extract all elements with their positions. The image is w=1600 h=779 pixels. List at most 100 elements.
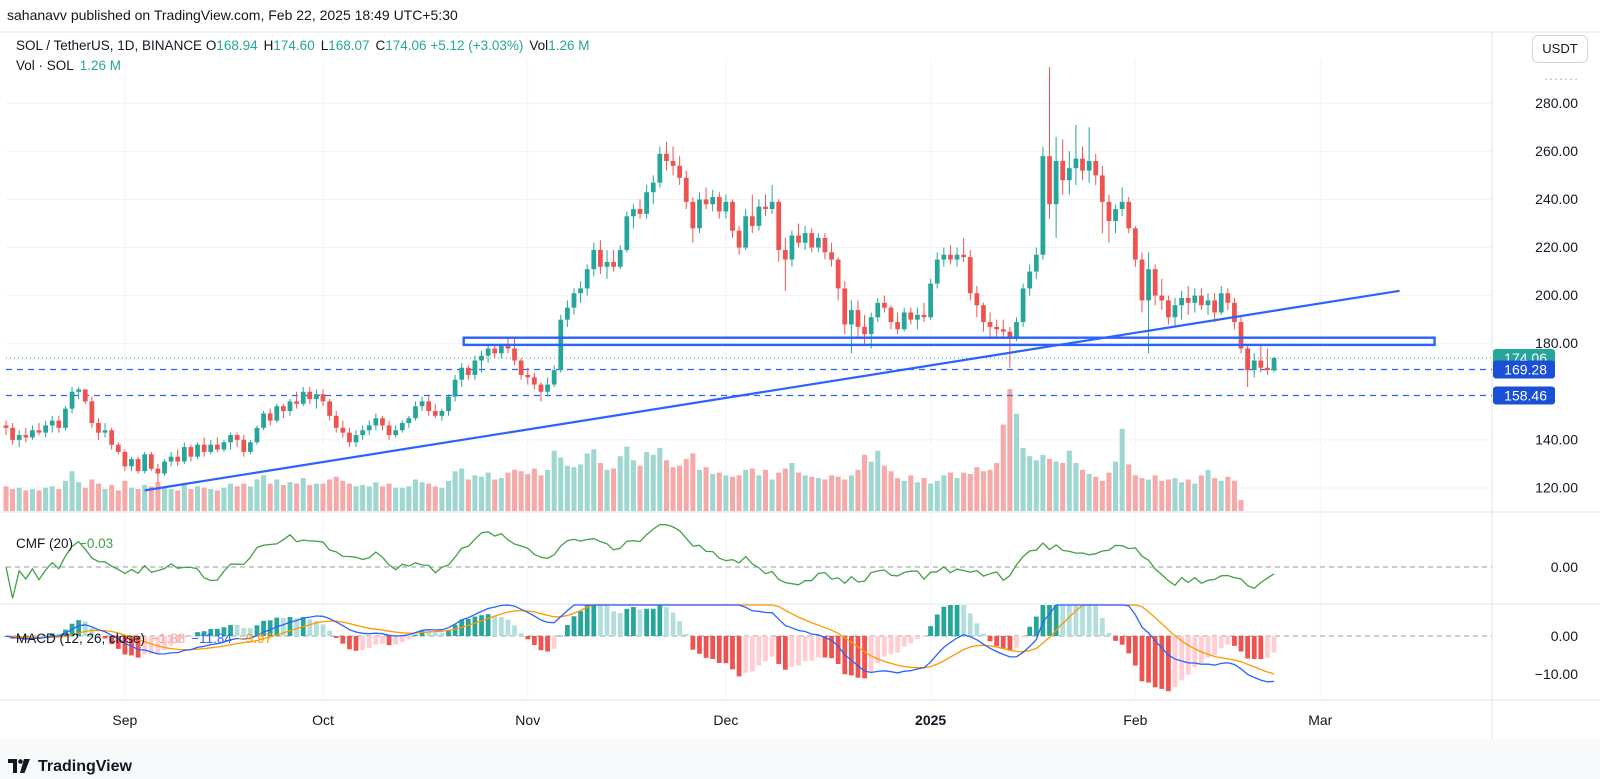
volume-bar bbox=[881, 465, 887, 511]
candle-body bbox=[1159, 295, 1165, 301]
macd-legend[interactable]: MACD (12, 26, close) −1.88 −11.84 −9.97 bbox=[16, 631, 272, 646]
macd-histogram-bar bbox=[650, 608, 656, 636]
volume-bar bbox=[941, 475, 947, 511]
macd-histogram-bar bbox=[1007, 636, 1013, 651]
macd-histogram-bar bbox=[716, 636, 722, 663]
macd-histogram-bar bbox=[644, 608, 650, 636]
volume-bar bbox=[69, 471, 75, 511]
volume-legend[interactable]: Vol · SOL 1.26 M bbox=[16, 58, 121, 73]
macd-histogram-bar bbox=[1126, 636, 1132, 654]
volume-bar bbox=[617, 456, 623, 511]
candle-body bbox=[261, 413, 266, 428]
macd-histogram-bar bbox=[617, 613, 623, 636]
symbol-legend[interactable]: SOL / TetherUS, 1D, BINANCE O168.94 H174.… bbox=[16, 38, 589, 53]
volume-bar bbox=[472, 475, 478, 511]
candle-body bbox=[782, 249, 788, 260]
volume-bar bbox=[947, 472, 953, 511]
volume-bar bbox=[1212, 478, 1218, 511]
macd-histogram-bar bbox=[1265, 636, 1270, 658]
currency-button[interactable]: USDT bbox=[1532, 35, 1588, 63]
volume-bar bbox=[531, 468, 537, 511]
candle-body bbox=[915, 314, 920, 320]
macd-histogram-bar bbox=[895, 636, 900, 653]
macd-histogram-bar bbox=[690, 636, 696, 650]
volume-bar bbox=[597, 463, 603, 511]
macd-histogram-bar bbox=[201, 631, 207, 636]
volume-bar bbox=[934, 480, 940, 511]
volume-bar bbox=[604, 469, 610, 511]
volume-bar bbox=[1132, 475, 1138, 511]
volume-bar bbox=[776, 472, 782, 511]
candle-body bbox=[498, 346, 504, 354]
macd-histogram-bar bbox=[320, 624, 326, 636]
candle-body bbox=[406, 418, 412, 424]
macd-histogram-bar bbox=[432, 632, 438, 636]
volume-bar bbox=[1139, 478, 1145, 511]
candle-body bbox=[472, 360, 478, 375]
price-tag-text: 169.28 bbox=[1504, 361, 1547, 377]
candle-body bbox=[1073, 158, 1079, 169]
macd-histogram-bar bbox=[82, 621, 88, 636]
candle-body bbox=[419, 401, 425, 407]
candle-body bbox=[373, 418, 379, 426]
candle-body bbox=[1080, 158, 1085, 171]
candle-body bbox=[994, 326, 1000, 330]
macd-histogram-bar bbox=[1251, 636, 1257, 660]
candle-body bbox=[36, 430, 42, 433]
volume-bar bbox=[591, 449, 597, 511]
volume-bar bbox=[710, 473, 716, 511]
close-value: 174.06 bbox=[385, 38, 427, 53]
tradingview-logo[interactable]: TradingView bbox=[8, 757, 132, 776]
open-label: O bbox=[205, 38, 217, 53]
volume-bar bbox=[155, 482, 161, 511]
volume-bar bbox=[89, 479, 95, 511]
candle-body bbox=[1047, 156, 1052, 205]
candle-body bbox=[862, 326, 867, 335]
volume-bar bbox=[756, 475, 762, 511]
macd-histogram-bar bbox=[1014, 636, 1019, 648]
macd-histogram-bar bbox=[413, 634, 418, 636]
macd-histogram-bar bbox=[1232, 636, 1237, 646]
candle-body bbox=[723, 201, 729, 212]
candle-body bbox=[366, 425, 372, 431]
volume-bar bbox=[1053, 461, 1059, 511]
time-axis[interactable]: Sep Oct Nov Dec 2025 Feb Mar bbox=[112, 712, 1332, 728]
candle-body bbox=[981, 305, 986, 323]
candle-body bbox=[69, 391, 75, 409]
cmf-legend[interactable]: CMF (20) −0.03 bbox=[16, 536, 113, 551]
candle-body bbox=[598, 249, 603, 267]
candle-body bbox=[967, 257, 973, 294]
price-tag-text: 158.46 bbox=[1504, 387, 1547, 403]
candle-body bbox=[465, 367, 471, 375]
candle-body bbox=[109, 430, 115, 445]
volume-bar bbox=[1238, 500, 1244, 511]
candle-body bbox=[637, 209, 643, 214]
volume-bar bbox=[373, 482, 379, 511]
macd-histogram-bar bbox=[928, 626, 933, 636]
candle-body bbox=[287, 401, 293, 412]
candle-body bbox=[611, 261, 616, 267]
macd-histogram-bar bbox=[221, 627, 227, 636]
candle-body bbox=[848, 310, 854, 325]
symbol-name: SOL / TetherUS, 1D, BINANCE bbox=[16, 38, 203, 53]
candle-body bbox=[908, 312, 914, 320]
drawings[interactable] bbox=[144, 289, 1436, 492]
candle-body bbox=[505, 346, 511, 349]
price-axis[interactable]: 280.00 260.00 240.00 220.00 200.00 180.00 140.… bbox=[1493, 78, 1580, 682]
cmf-tick-label: 0.00 bbox=[1551, 559, 1578, 575]
candle-body bbox=[479, 355, 484, 361]
macd-histogram-bar bbox=[294, 618, 299, 636]
volume-bar bbox=[729, 476, 735, 511]
volume-bar bbox=[241, 483, 247, 511]
candle-body bbox=[300, 391, 306, 404]
macd-histogram-bar bbox=[109, 636, 115, 645]
macd-histogram-bar bbox=[380, 636, 385, 644]
macd-histogram-bar bbox=[1086, 605, 1092, 636]
macd-histogram-bar bbox=[360, 636, 366, 651]
volume-bar bbox=[360, 484, 366, 511]
candle-body bbox=[360, 430, 366, 436]
volume-bar bbox=[1007, 389, 1013, 511]
volume-bar bbox=[366, 486, 372, 511]
chart-area[interactable]: 280.00 260.00 240.00 220.00 200.00 180.00 140.… bbox=[0, 0, 1600, 739]
volume-bar bbox=[525, 473, 531, 511]
